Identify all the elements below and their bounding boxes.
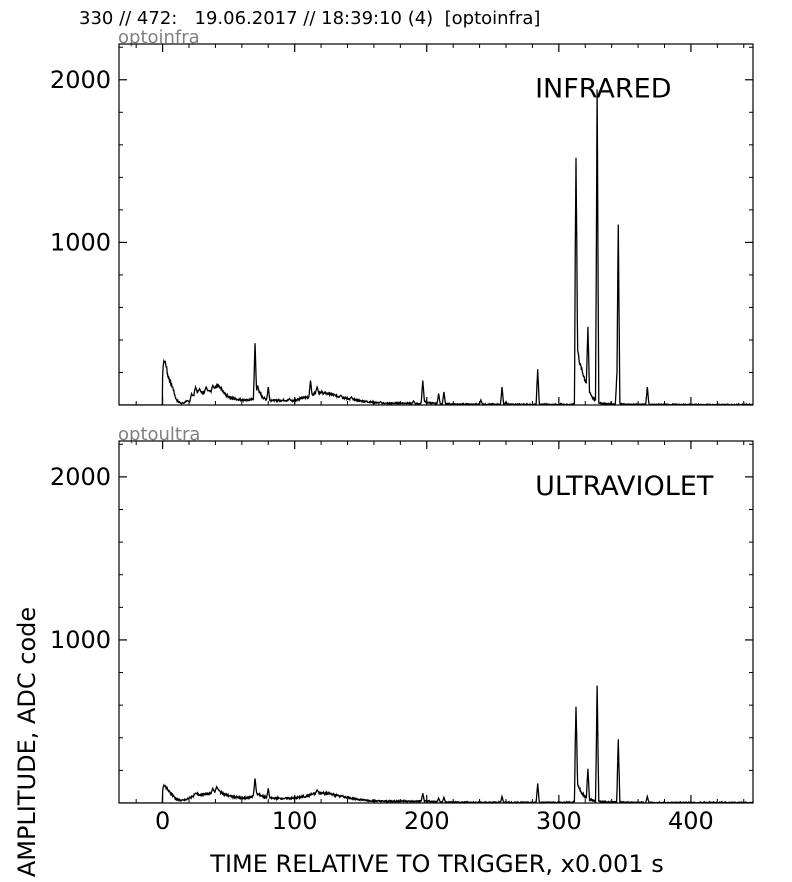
x-tick-label: 300 bbox=[536, 807, 582, 835]
x-tick-label: 100 bbox=[272, 807, 318, 835]
y-tick-label: 1000 bbox=[50, 228, 111, 256]
undefined-panel-label: optoultra bbox=[118, 424, 200, 445]
x-tick-label: 200 bbox=[404, 807, 450, 835]
x-axis-label: TIME RELATIVE TO TRIGGER, x0.001 s bbox=[209, 850, 663, 878]
undefined-annotation: ULTRAVIOLET bbox=[535, 471, 714, 502]
undefined-signal-trace bbox=[119, 685, 753, 803]
y-tick-label: 2000 bbox=[50, 463, 111, 491]
undefined-signal-trace bbox=[119, 89, 753, 405]
y-axis-label: AMPLITUDE, ADC code bbox=[13, 607, 41, 877]
x-tick-label: 400 bbox=[668, 807, 714, 835]
x-tick-label: 0 bbox=[155, 807, 170, 835]
infrared-panel: optoinfra 1000 2000 INFRARED bbox=[50, 27, 754, 406]
y-tick-label: 1000 bbox=[50, 626, 111, 654]
y-tick-label: 2000 bbox=[50, 66, 111, 94]
figure-header: 330 // 472: 19.06.2017 // 18:39:10 (4) [… bbox=[79, 8, 541, 29]
undefined-annotation: INFRARED bbox=[535, 74, 671, 105]
undefined-panel-label: optoinfra bbox=[118, 27, 200, 48]
ultraviolet-panel: optoultra 1000 2000 0 100 200 300 400 ULTRAVIOLE… bbox=[50, 424, 754, 835]
